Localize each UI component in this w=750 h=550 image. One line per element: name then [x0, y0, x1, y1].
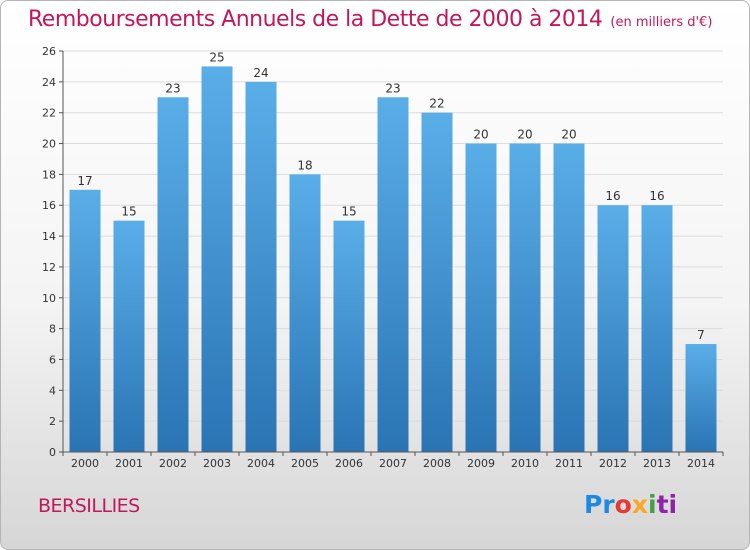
proxiti-logo: Proxiti: [584, 490, 677, 519]
value-label-2000: 17: [77, 174, 92, 188]
value-label-2003: 25: [209, 50, 224, 64]
bar-2004: [245, 81, 277, 452]
bar-2009: [465, 143, 497, 453]
bar-2011: [553, 143, 585, 453]
x-tick-label-2002: 2002: [159, 457, 187, 470]
bar-2012: [597, 205, 629, 452]
value-label-2001: 15: [121, 205, 136, 219]
x-tick-label-2012: 2012: [599, 457, 627, 470]
x-tick-label-2003: 2003: [203, 457, 231, 470]
value-label-2011: 20: [561, 128, 576, 142]
y-tick-label: 12: [42, 261, 56, 274]
y-tick-label: 4: [49, 384, 56, 397]
logo-part-2: o: [614, 490, 632, 519]
value-label-2002: 23: [165, 81, 180, 95]
y-tick-label: 10: [42, 292, 56, 305]
y-tick-label: 8: [49, 323, 56, 336]
y-tick-label: 6: [49, 353, 56, 366]
chart-title: Remboursements Annuels de la Dette de 20…: [28, 7, 712, 32]
x-axis-ticks: 2000 2001 2002 2003 2004 2005 2006 2007 2008 2009…: [71, 457, 715, 470]
y-tick-label: 0: [49, 446, 56, 459]
value-label-2009: 20: [473, 128, 488, 142]
x-tick-label-2014: 2014: [687, 457, 715, 470]
y-tick-label: 2: [49, 415, 56, 428]
value-label-2012: 16: [605, 189, 620, 203]
x-tick-label-2007: 2007: [379, 457, 407, 470]
bar-2005: [289, 174, 321, 452]
y-tick-label: 26: [42, 45, 56, 58]
logo-part-4: i: [647, 490, 657, 519]
y-tick-label: 18: [42, 168, 56, 181]
value-label-2007: 23: [385, 81, 400, 95]
chart-title-text: Remboursements Annuels de la Dette de 20…: [28, 7, 603, 32]
y-tick-label: 24: [42, 76, 56, 89]
bar-2001: [113, 220, 145, 452]
value-label-2006: 15: [341, 205, 356, 219]
value-label-2004: 24: [253, 66, 268, 80]
value-label-2013: 16: [649, 189, 664, 203]
x-tick-label-2004: 2004: [247, 457, 275, 470]
logo-part-5: ti: [656, 490, 678, 519]
x-tick-label-2006: 2006: [335, 457, 363, 470]
value-label-2010: 20: [517, 128, 532, 142]
y-tick-label: 14: [42, 230, 56, 243]
y-tick-label: 20: [42, 138, 56, 151]
x-tick-label-2010: 2010: [511, 457, 539, 470]
bar-2006: [333, 220, 365, 452]
bar-2014: [685, 344, 717, 452]
y-tick-label: 22: [42, 107, 56, 120]
logo-part-3: x: [631, 490, 648, 519]
logo-part-1: Pr: [584, 490, 615, 519]
axes: [59, 50, 724, 456]
x-tick-label-2005: 2005: [291, 457, 319, 470]
value-label-2005: 18: [297, 158, 312, 172]
x-tick-label-2009: 2009: [467, 457, 495, 470]
value-label-2008: 22: [429, 97, 444, 111]
chart-subtitle: (en milliers d'€): [610, 15, 713, 30]
x-tick-label-2008: 2008: [423, 457, 451, 470]
x-tick-label-2001: 2001: [115, 457, 143, 470]
town-name: BERSILLIES: [38, 495, 140, 517]
bar-2007: [377, 97, 409, 453]
bar-2000: [69, 189, 101, 453]
x-tick-label-2000: 2000: [71, 457, 99, 470]
x-tick-label-2011: 2011: [555, 457, 583, 470]
bar-2008: [421, 112, 453, 452]
bar-2003: [201, 66, 233, 452]
y-tick-label: 16: [42, 199, 56, 212]
bar-2002: [157, 97, 189, 453]
value-label-2014: 7: [697, 328, 705, 342]
value-labels: 17 15 23 25 24 18 15 23 22 20 20 20 16 16 7: [77, 50, 704, 342]
bar-2010: [509, 143, 541, 453]
bar-2013: [641, 205, 673, 452]
bars: [69, 66, 717, 453]
x-tick-label-2013: 2013: [643, 457, 671, 470]
